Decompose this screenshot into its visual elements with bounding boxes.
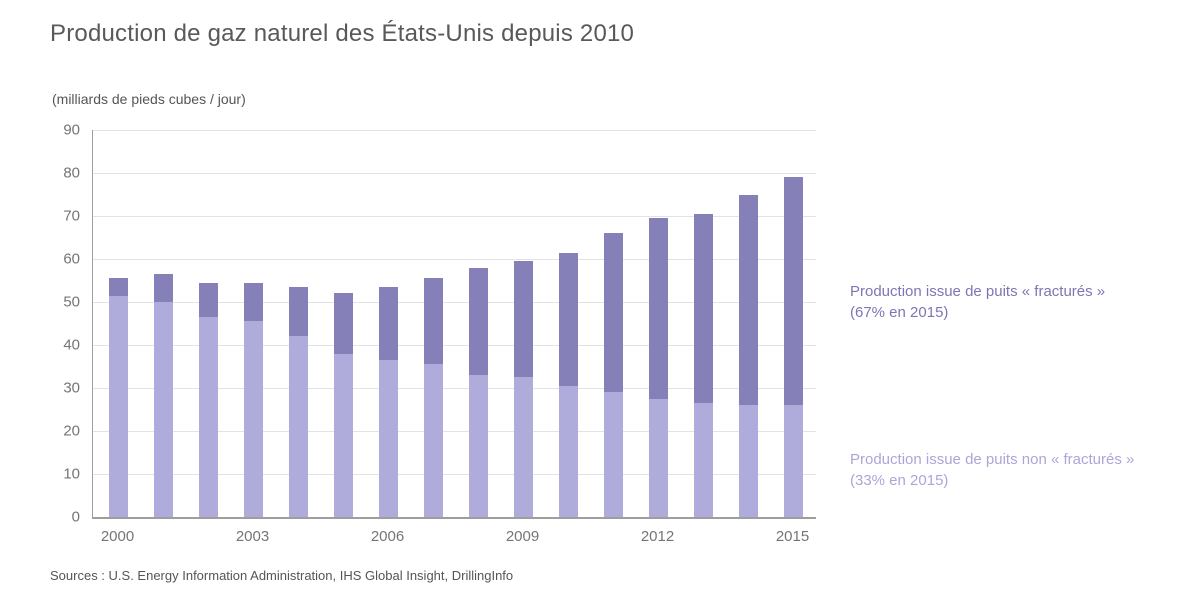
gridline-40 bbox=[93, 345, 816, 346]
bar-2004-non-fractured bbox=[289, 336, 308, 517]
gridline-30 bbox=[93, 388, 816, 389]
y-tick-20: 20 bbox=[63, 422, 80, 440]
bar-2006-non-fractured bbox=[379, 360, 398, 517]
plot-area bbox=[92, 130, 816, 519]
legend-non-fractured-share: (33% en 2015) bbox=[850, 472, 949, 489]
bar-2003-fractured bbox=[244, 282, 263, 322]
y-tick-90: 90 bbox=[63, 121, 80, 139]
gridline-60 bbox=[93, 259, 816, 260]
gridline-10 bbox=[93, 474, 816, 475]
bar-2001-non-fractured bbox=[154, 302, 173, 517]
bar-2008-fractured bbox=[469, 267, 488, 376]
bar-2010-non-fractured bbox=[559, 385, 578, 517]
bar-2002-non-fractured bbox=[199, 317, 218, 517]
legend-non-fractured-wells: Production issue de puits non « fracturé… bbox=[850, 449, 1180, 491]
legend-fractured-share: (67% en 2015) bbox=[850, 304, 949, 321]
bar-2001-fractured bbox=[154, 274, 173, 302]
y-tick-50: 50 bbox=[63, 293, 80, 311]
bar-2010-fractured bbox=[559, 252, 578, 386]
bar-2013-fractured bbox=[694, 213, 713, 404]
bar-2008-non-fractured bbox=[469, 375, 488, 517]
x-tick-2003: 2003 bbox=[235, 528, 270, 545]
y-tick-10: 10 bbox=[63, 465, 80, 483]
bar-2005-fractured bbox=[334, 293, 353, 354]
bar-2009-non-fractured bbox=[514, 377, 533, 517]
x-tick-2006: 2006 bbox=[370, 528, 405, 545]
bar-2003-non-fractured bbox=[244, 321, 263, 517]
chart-title: Production de gaz naturel des États-Unis… bbox=[50, 20, 635, 47]
bar-2012-non-fractured bbox=[649, 398, 668, 517]
y-tick-70: 70 bbox=[63, 207, 80, 225]
y-tick-60: 60 bbox=[63, 250, 80, 268]
x-tick-2012: 2012 bbox=[640, 528, 675, 545]
bar-2000-fractured bbox=[109, 278, 128, 296]
bar-2000-non-fractured bbox=[109, 295, 128, 517]
legend-fractured-wells: Production issue de puits « fracturés » … bbox=[850, 281, 1180, 323]
bar-2004-fractured bbox=[289, 286, 308, 337]
bar-2007-non-fractured bbox=[424, 364, 443, 517]
bar-2011-non-fractured bbox=[604, 392, 623, 517]
gridline-50 bbox=[93, 302, 816, 303]
x-tick-2000: 2000 bbox=[100, 528, 135, 545]
gridline-80 bbox=[93, 173, 816, 174]
gridline-70 bbox=[93, 216, 816, 217]
y-tick-30: 30 bbox=[63, 379, 80, 397]
bar-2009-fractured bbox=[514, 261, 533, 378]
bar-2012-fractured bbox=[649, 218, 668, 399]
y-tick-40: 40 bbox=[63, 336, 80, 354]
y-tick-0: 0 bbox=[71, 508, 80, 526]
bar-2014-fractured bbox=[739, 194, 758, 406]
bar-2002-fractured bbox=[199, 282, 218, 318]
bar-2014-non-fractured bbox=[739, 405, 758, 517]
x-tick-2015: 2015 bbox=[775, 528, 810, 545]
bar-2007-fractured bbox=[424, 278, 443, 365]
bar-2005-non-fractured bbox=[334, 353, 353, 517]
legend-fractured-label: Production issue de puits « fracturés » bbox=[850, 283, 1106, 300]
bar-2013-non-fractured bbox=[694, 403, 713, 517]
bar-2011-fractured bbox=[604, 233, 623, 393]
x-tick-2009: 2009 bbox=[505, 528, 540, 545]
gridline-20 bbox=[93, 431, 816, 432]
legend-non-fractured-label: Production issue de puits non « fracturé… bbox=[850, 451, 1135, 468]
y-tick-80: 80 bbox=[63, 164, 80, 182]
gridline-90 bbox=[93, 130, 816, 131]
bar-2015-non-fractured bbox=[784, 405, 803, 517]
source-note: Sources : U.S. Energy Information Admini… bbox=[50, 568, 514, 583]
bar-2015-fractured bbox=[784, 177, 803, 406]
y-axis-unit-label: (milliards de pieds cubes / jour) bbox=[52, 91, 246, 107]
bar-2006-fractured bbox=[379, 286, 398, 361]
